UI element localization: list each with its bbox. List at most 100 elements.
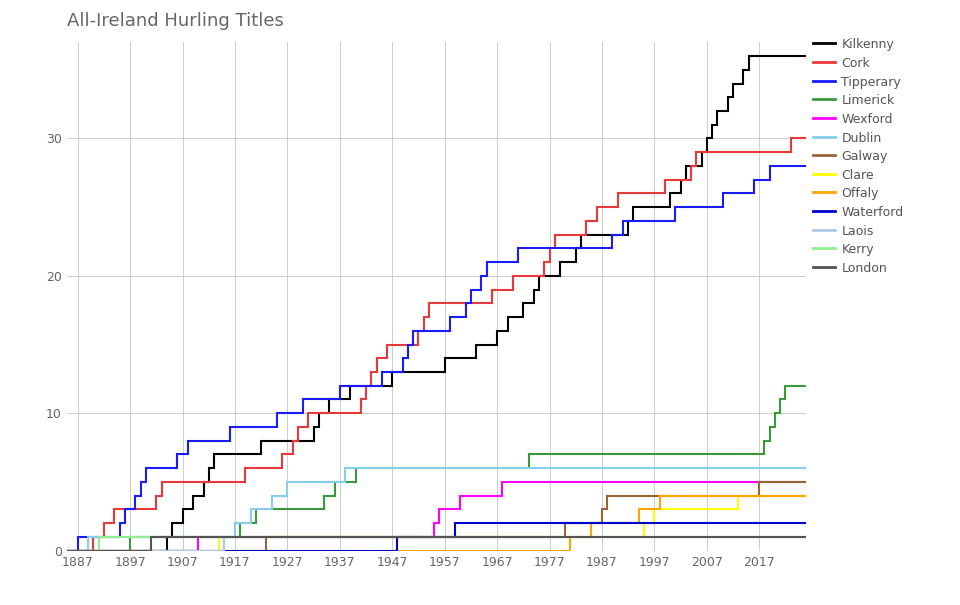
Wexford <box>193 547 204 554</box>
Laois <box>61 547 73 554</box>
Limerick <box>523 465 535 472</box>
Galway <box>754 478 765 485</box>
Tipperary <box>465 286 476 293</box>
Offaly <box>61 547 73 554</box>
Offaly <box>654 506 665 513</box>
London <box>61 547 73 554</box>
Line: Offaly: Offaly <box>67 495 806 551</box>
Cork <box>240 465 252 472</box>
Clare <box>638 533 650 540</box>
Galway <box>61 547 73 554</box>
Wexford <box>434 520 445 527</box>
Cork <box>785 135 797 142</box>
Line: Laois: Laois <box>67 537 806 551</box>
Limerick <box>775 396 786 403</box>
Tipperary <box>801 162 812 169</box>
Limerick <box>758 437 770 444</box>
Line: Wexford: Wexford <box>67 482 806 551</box>
Limerick <box>775 410 786 417</box>
Wexford <box>455 492 467 499</box>
Cork <box>108 520 120 527</box>
Wexford <box>801 478 812 485</box>
Dublin <box>339 478 350 485</box>
Clare <box>638 520 650 527</box>
Dublin <box>266 492 277 499</box>
Limerick <box>780 396 791 403</box>
Limerick <box>251 520 262 527</box>
Wexford <box>428 533 440 540</box>
Limerick <box>61 547 73 554</box>
Waterford <box>801 520 812 527</box>
Clare <box>732 506 744 513</box>
Kilkenny <box>255 437 267 444</box>
Wexford <box>496 478 508 485</box>
Galway <box>261 533 273 540</box>
Tipperary <box>61 547 73 554</box>
Tipperary <box>748 176 759 183</box>
Dublin <box>245 520 256 527</box>
Cork <box>61 547 73 554</box>
Cork <box>381 341 393 348</box>
Cork <box>660 190 671 197</box>
Dublin <box>339 465 350 472</box>
Kilkenny <box>801 53 812 60</box>
Line: Tipperary: Tipperary <box>67 166 806 551</box>
Dublin <box>229 520 241 527</box>
Limerick <box>764 424 776 431</box>
Limerick <box>523 451 535 458</box>
Kilkenny <box>743 53 755 60</box>
Waterford <box>449 533 461 540</box>
Laois <box>219 533 230 540</box>
London <box>145 547 156 554</box>
Kilkenny <box>722 94 733 101</box>
Tipperary <box>764 162 776 169</box>
Wexford <box>61 547 73 554</box>
Line: Kilkenny: Kilkenny <box>67 56 806 551</box>
Galway <box>801 478 812 485</box>
Line: Clare: Clare <box>67 495 806 551</box>
Text: All-Ireland Hurling Titles: All-Ireland Hurling Titles <box>67 11 284 30</box>
Limerick <box>125 547 136 554</box>
Wexford <box>455 506 467 513</box>
Line: Kerry: Kerry <box>67 537 806 551</box>
London <box>145 533 156 540</box>
Limerick <box>349 465 361 472</box>
Line: Galway: Galway <box>67 482 806 551</box>
Laois <box>219 547 230 554</box>
Kilkenny <box>554 272 565 280</box>
Dublin <box>281 492 293 499</box>
Limerick <box>329 478 341 485</box>
Limerick <box>801 382 812 390</box>
Limerick <box>234 533 246 540</box>
Waterford <box>392 533 403 540</box>
Kilkenny <box>61 547 73 554</box>
Kerry <box>801 533 812 540</box>
Line: Dublin: Dublin <box>67 468 806 551</box>
Galway <box>596 506 608 513</box>
Limerick <box>349 478 361 485</box>
Galway <box>261 547 273 554</box>
Tipperary <box>172 465 183 472</box>
Galway <box>601 492 612 499</box>
Wexford <box>428 520 440 527</box>
Tipperary <box>617 217 629 224</box>
Kilkenny <box>255 451 267 458</box>
Limerick <box>764 437 776 444</box>
Tipperary <box>172 451 183 458</box>
Kilkenny <box>533 272 544 280</box>
Clare <box>649 520 660 527</box>
Tipperary <box>481 258 492 266</box>
Clare <box>213 547 225 554</box>
Galway <box>754 492 765 499</box>
Kilkenny <box>345 382 356 390</box>
Galway <box>560 533 571 540</box>
Limerick <box>769 424 780 431</box>
Limerick <box>234 520 246 527</box>
Waterford <box>61 547 73 554</box>
Clare <box>649 506 660 513</box>
Galway <box>560 520 571 527</box>
Kerry <box>93 547 105 554</box>
Line: Limerick: Limerick <box>67 386 806 551</box>
Offaly <box>586 520 597 527</box>
Offaly <box>801 492 812 499</box>
